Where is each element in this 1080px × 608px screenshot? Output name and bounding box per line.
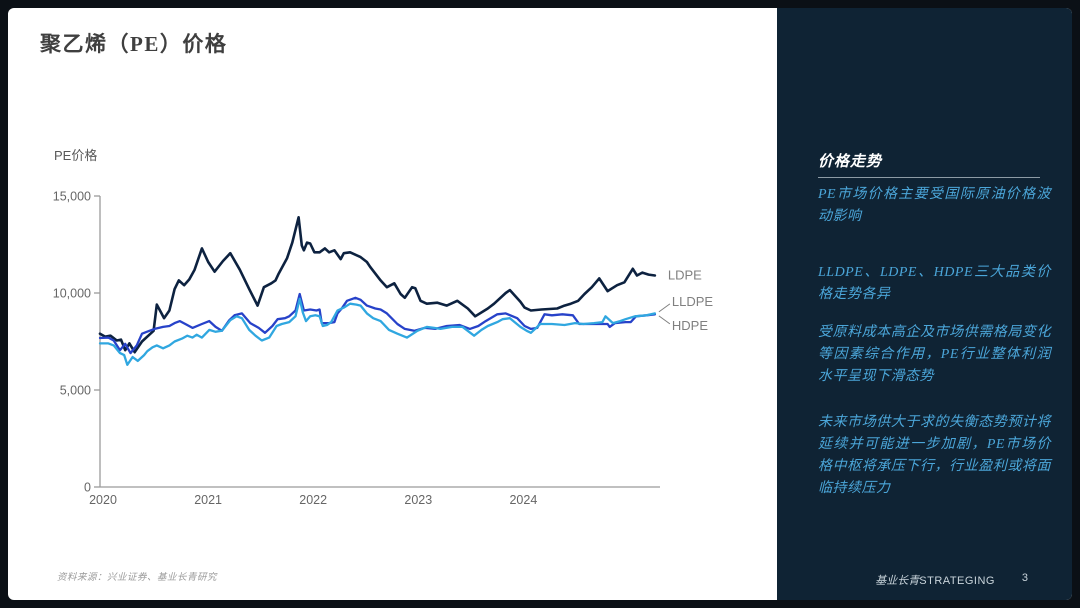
page-number: 3 [1021,572,1028,584]
series-label-ldpe: LDPE [668,268,702,283]
insight-bullet: 受原料成本高企及市场供需格局变化等因素综合作用，PE行业整体利润水平呈现下滑态势 [818,325,1051,384]
series-line-lldpe [98,292,657,355]
series-label-lldpe: LLDPE [672,294,714,309]
pe-price-chart: PE价格 0 5,000 10,000 15,000 2020 2021 2022 2023 20… [40,140,740,530]
y-tick-label: 0 [84,481,91,495]
chart-plot: PE价格 0 5,000 10,000 15,000 2020 2021 2022 2023 20… [53,148,714,507]
insight-bullet: LLDPE、LDPE、HDPE三大品类价格走势各异 [818,265,1051,302]
source-note: 资料来源：兴业证券、基业长青研究 [57,573,218,583]
panel-heading: 价格走势 [818,154,883,170]
panel-divider [818,177,1040,178]
y-tick-label: 10,000 [53,287,91,301]
panel-footer: 基业长青STRATEGING 3 [777,572,1072,592]
brand-name-cn: 基业长青 [875,575,920,587]
insight-bullet: 未来市场供大于求的失衡态势预计将延续并可能进一步加剧，PE市场价格中枢将承压下行… [818,415,1051,496]
page-title: 聚乙烯（PE）价格 [40,32,228,56]
label-leader-lldpe [658,303,671,313]
brand-logo: 基业长青STRATEGING [875,572,995,588]
slide: 聚乙烯（PE）价格 PE价格 0 5,000 10,000 15,000 2020 2021… [8,8,1072,600]
x-tick-label: 2024 [509,493,537,507]
y-axis-title: PE价格 [54,148,97,163]
x-tick-label: 2021 [194,493,222,507]
brand-name-en: STRATEGING [919,575,995,587]
series-line-ldpe [98,216,657,354]
insight-bullet: PE市场价格主要受国际原油价格波动影响 [818,187,1051,224]
series-label-hdpe: HDPE [672,318,708,333]
y-tick-label: 5,000 [60,384,91,398]
x-tick-label: 2022 [299,493,327,507]
series-line-hdpe [98,297,657,366]
insights-panel: 价格走势 PE市场价格主要受国际原油价格波动影响 LLDPE、LDPE、HDPE… [777,8,1072,600]
x-tick-label: 2020 [89,493,117,507]
x-tick-label: 2023 [404,493,432,507]
y-tick-label: 15,000 [53,190,91,204]
label-leader-hdpe [658,315,671,325]
